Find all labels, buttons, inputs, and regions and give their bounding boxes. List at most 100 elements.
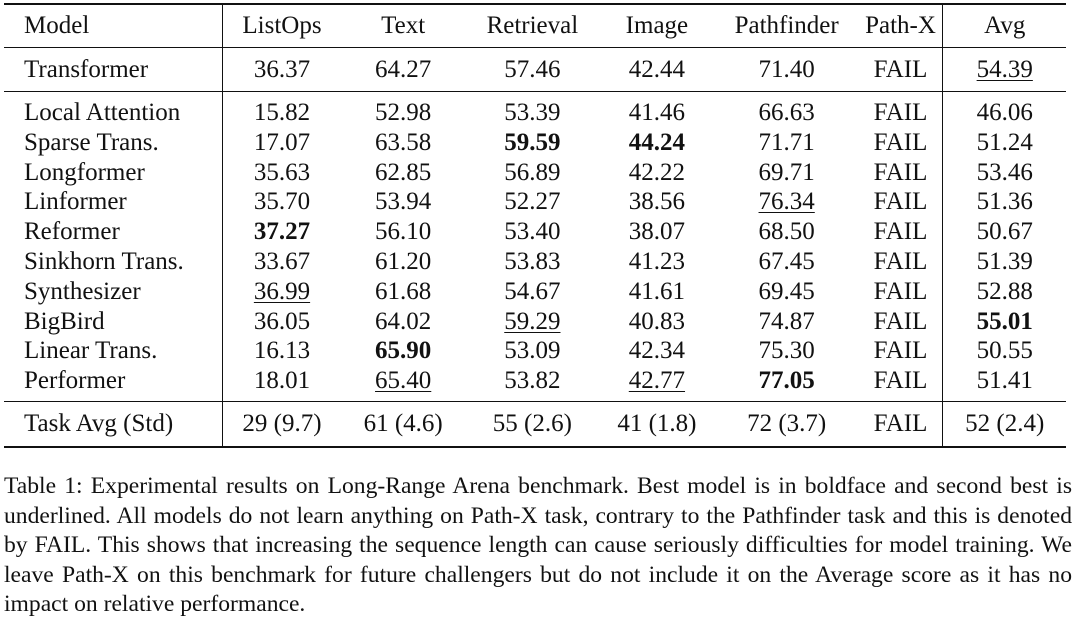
cell-avg: 50.67 — [943, 217, 1066, 247]
cell-pathfinder: 71.40 — [714, 47, 859, 92]
cell-listops: 37.27 — [223, 217, 341, 247]
value-avg: 51.24 — [976, 128, 1033, 156]
value-text: 53.94 — [375, 188, 432, 216]
value-retrieval: 55 (2.6) — [492, 410, 572, 438]
cell-image: 42.34 — [599, 336, 715, 366]
value-pathx: FAIL — [873, 158, 928, 186]
model-name-cell: BigBird — [4, 306, 224, 337]
table-header-row: Model ListOps Text Retrieval Image Pathf… — [4, 3, 1066, 48]
value-retrieval: 53.82 — [504, 367, 561, 395]
value-pathx: FAIL — [873, 247, 928, 275]
value-image: 38.56 — [628, 188, 686, 216]
model-name-cell: Linformer — [4, 187, 224, 218]
cell-text: 61.20 — [341, 247, 466, 277]
value-image: 41.61 — [628, 277, 686, 305]
cell-image: 41.61 — [599, 277, 715, 307]
cell-text: 52.98 — [341, 92, 466, 128]
value-pathfinder: 68.50 — [758, 218, 815, 246]
header-image: Image — [599, 3, 715, 48]
table-row: Longformer 35.63 62.85 56.89 42.22 69.71 FAIL 5… — [4, 157, 1066, 188]
cell-avg: 54.39 — [942, 47, 1066, 92]
value-text: 64.27 — [375, 55, 432, 83]
cell-text: 61.68 — [341, 277, 466, 307]
cell-image: 44.24 — [599, 128, 715, 158]
value-listops: 36.99 — [253, 277, 311, 305]
cell-image: 40.83 — [599, 307, 715, 337]
cell-image: 41.23 — [599, 247, 715, 277]
cell-avg: 52 (2.4) — [942, 401, 1066, 448]
table-row: Linear Trans. 16.13 65.90 53.09 42.34 75.30 FA… — [4, 336, 1066, 367]
value-image: 40.83 — [628, 307, 686, 335]
table-row: Sparse Trans. 17.07 63.58 59.59 44.24 71.71 FA… — [4, 127, 1066, 158]
cell-text: 61 (4.6) — [340, 401, 466, 448]
value-image: 41 (1.8) — [617, 410, 697, 438]
header-avg: Avg — [942, 3, 1066, 48]
header-model: Model — [4, 3, 224, 48]
cell-avg: 51.36 — [943, 187, 1066, 217]
results-table: Model ListOps Text Retrieval Image Pathf… — [4, 3, 1066, 448]
value-image: 41.23 — [628, 247, 686, 275]
cell-listops: 33.67 — [223, 247, 341, 277]
models-section: Local Attention 15.82 52.98 53.39 41.46 66.63… — [4, 91, 1066, 402]
value-listops: 18.01 — [253, 367, 311, 395]
value-listops: 35.70 — [253, 188, 311, 216]
value-retrieval: 54.67 — [504, 277, 561, 305]
cell-avg: 52.88 — [943, 277, 1066, 307]
value-retrieval: 53.09 — [504, 337, 561, 365]
cell-text: 64.27 — [340, 47, 466, 92]
cell-pathfinder: 66.63 — [715, 92, 859, 128]
table-row: Transformer 36.37 64.27 57.46 42.44 71.40 FAIL… — [4, 47, 1066, 92]
value-text: 61.20 — [375, 247, 432, 275]
value-pathx: FAIL — [873, 218, 928, 246]
cell-retrieval: 53.09 — [466, 336, 599, 366]
cell-avg: 55.01 — [943, 307, 1066, 337]
value-text: 56.10 — [375, 218, 432, 246]
value-pathx: FAIL — [873, 277, 928, 305]
cell-avg: 46.06 — [943, 92, 1066, 128]
cell-image: 38.56 — [599, 187, 715, 217]
value-image: 42.22 — [628, 158, 686, 186]
cell-pathfinder: 75.30 — [715, 336, 859, 366]
cell-listops: 36.37 — [222, 47, 341, 92]
value-pathx: FAIL — [873, 188, 928, 216]
cell-text: 65.90 — [341, 336, 466, 366]
cell-listops: 16.13 — [223, 336, 341, 366]
value-pathx: FAIL — [873, 337, 928, 365]
value-pathx: FAIL — [873, 367, 928, 395]
value-pathx: FAIL — [873, 55, 928, 83]
table-caption: Table 1: Experimental results on Long-Ra… — [4, 473, 1072, 618]
cell-avg: 53.46 — [943, 158, 1066, 188]
cell-image: 42.77 — [599, 366, 715, 402]
value-avg: 52 (2.4) — [965, 410, 1045, 438]
value-listops: 16.13 — [253, 337, 311, 365]
cell-pathx: FAIL — [858, 246, 944, 277]
header-text: Text — [340, 3, 466, 48]
model-name-cell: Sinkhorn Trans. — [4, 246, 224, 277]
cell-pathx: FAIL — [858, 91, 944, 128]
cell-listops: 15.82 — [223, 92, 341, 128]
cell-text: 62.85 — [341, 158, 466, 188]
cell-text: 64.02 — [341, 307, 466, 337]
baseline-section: Transformer 36.37 64.27 57.46 42.44 71.40 FAIL… — [4, 47, 1066, 92]
value-pathfinder: 69.45 — [758, 277, 815, 305]
header-retrieval: Retrieval — [465, 3, 600, 48]
cell-avg: 51.24 — [943, 128, 1066, 158]
cell-pathx: FAIL — [858, 401, 944, 448]
cell-pathx: FAIL — [858, 336, 944, 367]
value-image: 42.34 — [628, 337, 686, 365]
header-pathx: Path-X — [858, 3, 944, 48]
cell-pathfinder: 76.34 — [715, 187, 859, 217]
cell-pathx: FAIL — [858, 157, 944, 188]
cell-avg: 51.39 — [943, 247, 1066, 277]
value-image: 42.77 — [628, 367, 686, 395]
cell-pathx: FAIL — [858, 127, 944, 158]
table-row: Task Avg (Std) 29 (9.7) 61 (4.6) 55 (2.6) 41… — [4, 401, 1066, 448]
value-listops: 17.07 — [253, 128, 311, 156]
table-row: Linformer 35.70 53.94 52.27 38.56 76.34 FAIL 51… — [4, 187, 1066, 218]
cell-text: 53.94 — [341, 187, 466, 217]
value-text: 52.98 — [375, 99, 432, 126]
value-avg: 55.01 — [976, 307, 1033, 335]
cell-retrieval: 53.82 — [465, 366, 600, 402]
value-avg: 51.41 — [976, 367, 1033, 395]
cell-avg: 51.41 — [942, 366, 1066, 402]
